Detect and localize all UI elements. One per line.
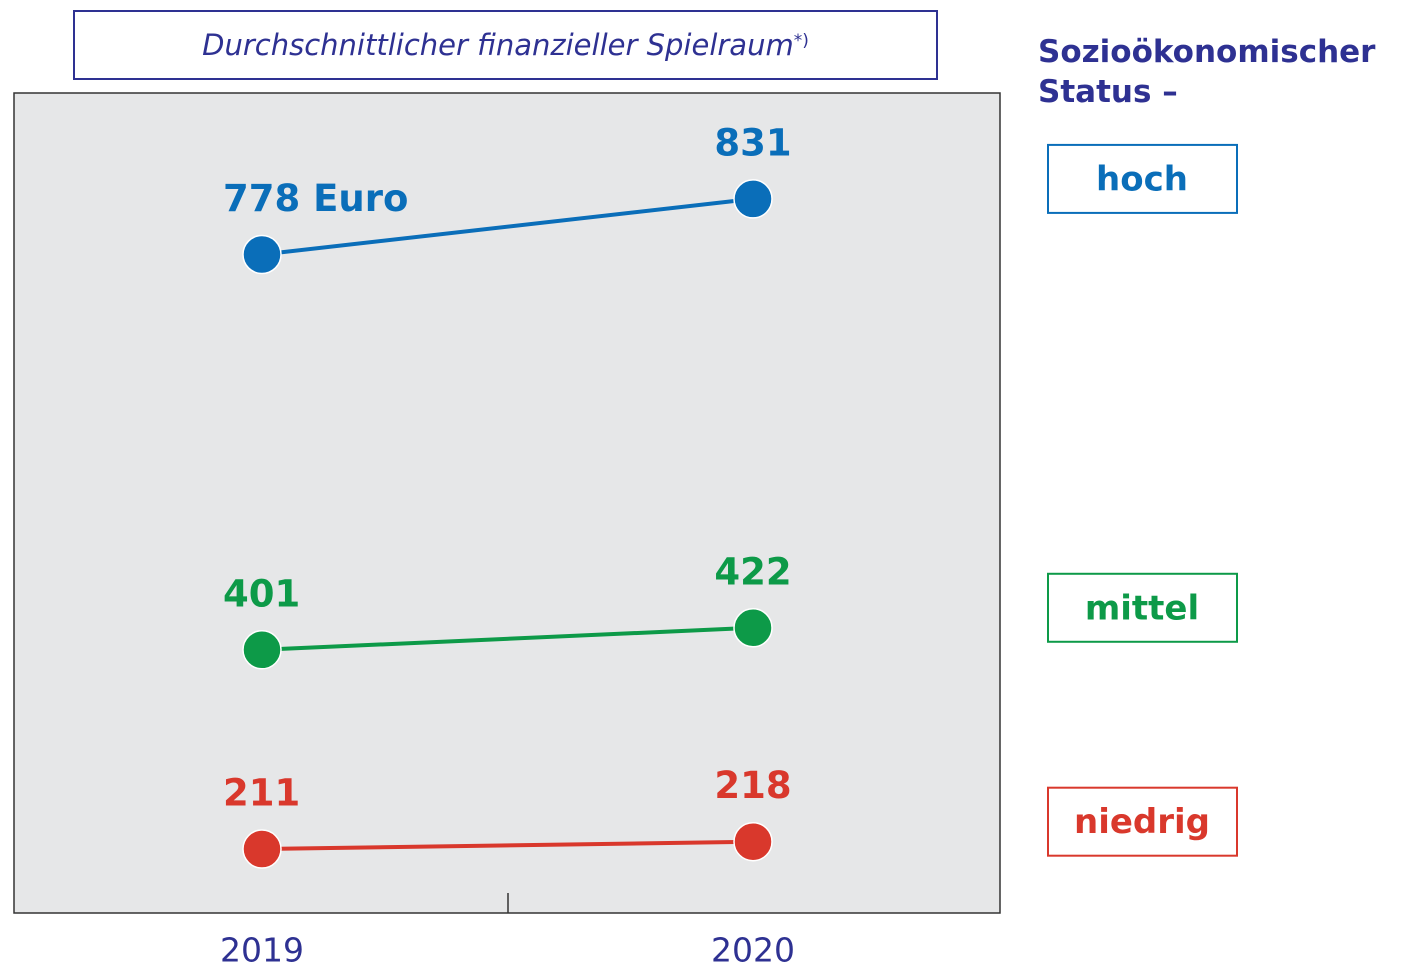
data-label: 422 bbox=[714, 550, 791, 593]
data-label: 218 bbox=[714, 764, 791, 807]
plot-area bbox=[13, 92, 1001, 914]
data-label: 211 bbox=[223, 772, 300, 815]
legend-label: niedrig bbox=[1074, 802, 1210, 842]
series-line bbox=[261, 625, 754, 652]
legend-title: Sozioökonomischer Status – bbox=[1038, 34, 1376, 110]
data-label: 831 bbox=[714, 121, 791, 164]
data-point bbox=[242, 829, 282, 869]
series-line bbox=[261, 196, 754, 257]
data-point bbox=[733, 608, 773, 648]
legend-label: hoch bbox=[1096, 159, 1188, 199]
series-line bbox=[261, 839, 754, 852]
legend-box bbox=[1047, 143, 1238, 214]
data-label: 778 Euro bbox=[223, 177, 408, 220]
title-note: *) bbox=[793, 31, 809, 51]
legend-label: mittel bbox=[1085, 588, 1199, 628]
chart-title-box: Durchschnittlicher finanzieller Spielrau… bbox=[73, 10, 938, 80]
chart-title: Durchschnittlicher finanzieller Spielrau… bbox=[202, 28, 794, 62]
data-point bbox=[733, 179, 773, 219]
legend-box bbox=[1047, 786, 1238, 857]
data-point bbox=[242, 234, 282, 275]
data-point bbox=[242, 630, 282, 670]
x-tick-label: 2020 bbox=[711, 931, 795, 968]
legend-box bbox=[1047, 572, 1238, 643]
data-label: 401 bbox=[223, 572, 300, 615]
data-point bbox=[733, 821, 773, 862]
x-tick-label: 2019 bbox=[220, 931, 304, 968]
